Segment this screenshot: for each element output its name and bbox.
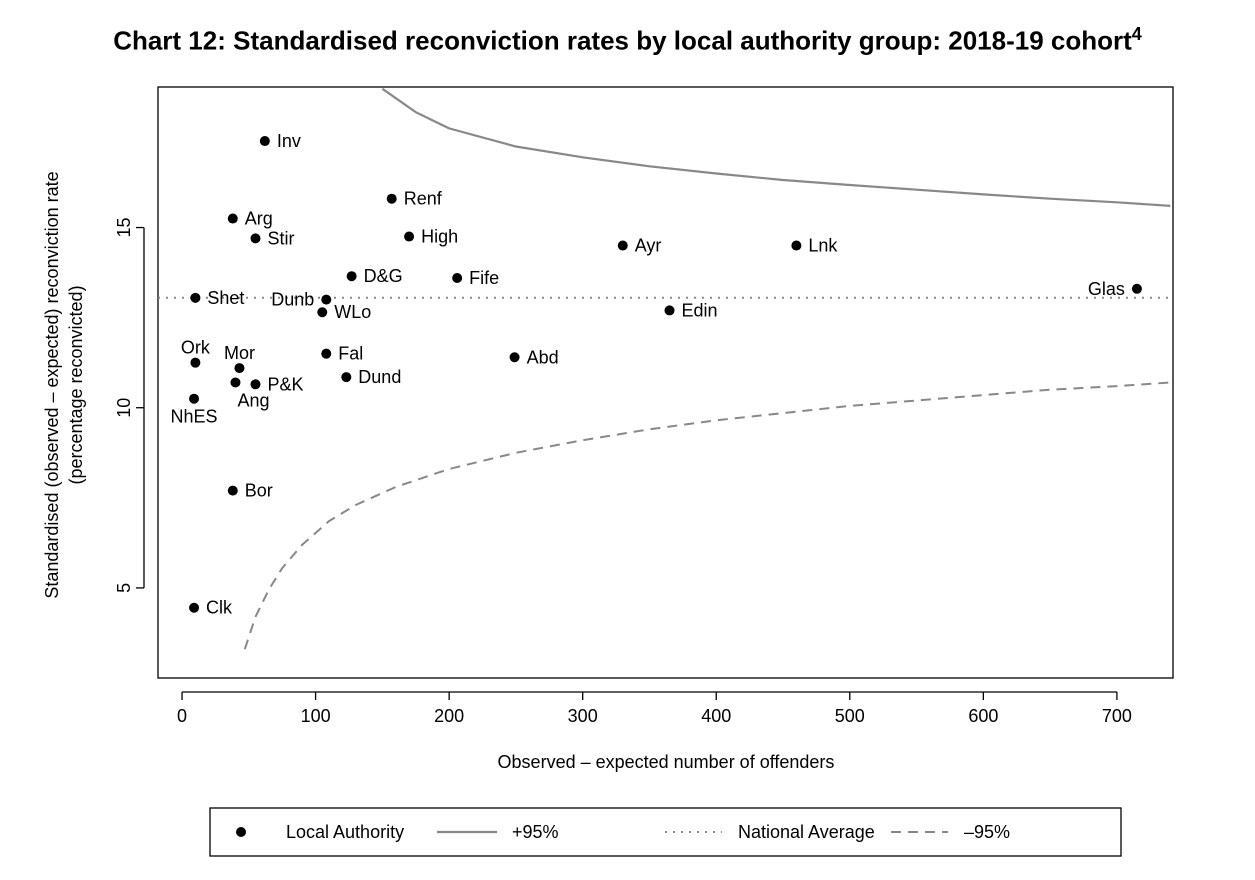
point-label: Renf — [404, 189, 443, 209]
point-label: Bor — [245, 481, 273, 501]
data-point — [1131, 283, 1142, 294]
data-point — [250, 233, 261, 244]
data-point — [189, 602, 200, 613]
data-point — [227, 213, 238, 224]
data-point — [250, 379, 261, 390]
series-layer — [158, 87, 1173, 650]
legend-box — [209, 807, 1122, 857]
x-tick-label: 400 — [701, 706, 731, 726]
data-point — [452, 272, 463, 283]
y-axis-label-line2: (percentage reconvicted) — [66, 285, 86, 484]
data-point — [190, 292, 201, 303]
point-label: Ork — [181, 338, 211, 358]
y-tick-label: 10 — [114, 398, 134, 418]
data-point — [791, 240, 802, 251]
legend: Local Authority +95% National Average –9… — [209, 807, 1122, 857]
point-label: Glas — [1088, 279, 1125, 299]
x-axis: 0 100 200 300 400 500 600 700 — [177, 691, 1132, 726]
point-label: Fal — [338, 344, 363, 364]
legend-label-plus95: +95% — [512, 822, 559, 842]
data-point — [259, 136, 270, 147]
x-tick-label: 500 — [835, 706, 865, 726]
point-label: NhES — [171, 407, 218, 427]
point-label: Mor — [224, 343, 255, 363]
point-label: P&K — [267, 374, 303, 394]
data-point — [346, 271, 357, 282]
point-label: Edin — [682, 300, 718, 320]
point-label: Dund — [358, 367, 401, 387]
chart-title: Chart 12: Standardised reconviction rate… — [0, 24, 1255, 57]
plot-frame — [157, 86, 1174, 679]
data-point — [404, 231, 415, 242]
x-tick-label: 100 — [301, 706, 331, 726]
point-label: Arg — [245, 209, 273, 229]
x-tick-label: 700 — [1102, 706, 1132, 726]
series-line-solid — [381, 87, 1171, 207]
point-label: High — [421, 227, 458, 247]
point-label: Clk — [206, 598, 233, 618]
point-label: Dunb — [271, 290, 314, 310]
point-label: Ayr — [635, 236, 662, 256]
y-tick-label: 5 — [114, 583, 134, 593]
point-label: Ang — [237, 391, 269, 411]
legend-point-symbol — [236, 827, 246, 837]
x-tick-label: 600 — [968, 706, 998, 726]
chart-title-superscript: 4 — [1131, 24, 1142, 44]
x-tick-label: 300 — [568, 706, 598, 726]
series-line-dashed — [243, 381, 1171, 650]
chart-title-text: Chart 12: Standardised reconviction rate… — [113, 25, 1132, 56]
point-label: D&G — [364, 266, 403, 286]
point-label: WLo — [334, 302, 371, 322]
data-point — [341, 372, 352, 383]
point-label: Stir — [267, 228, 294, 248]
data-point — [321, 348, 332, 359]
point-label: Lnk — [808, 236, 838, 256]
x-tick-label: 0 — [177, 706, 187, 726]
data-point — [386, 193, 397, 204]
legend-label-national-average: National Average — [738, 822, 875, 842]
data-point — [227, 485, 238, 496]
data-point — [230, 377, 241, 388]
y-axis: 5 10 15 — [114, 217, 145, 593]
data-point — [317, 307, 328, 318]
legend-label-minus95: –95% — [964, 822, 1010, 842]
point-label: Abd — [527, 347, 559, 367]
x-axis-label: Observed – expected number of offenders — [498, 752, 835, 772]
data-point — [321, 294, 332, 305]
data-point — [509, 352, 520, 363]
y-tick-label: 15 — [114, 217, 134, 237]
point-label: Fife — [469, 268, 499, 288]
data-point — [617, 240, 628, 251]
data-point — [189, 393, 200, 404]
data-point — [190, 357, 201, 368]
legend-label-local-authority: Local Authority — [286, 822, 404, 842]
x-tick-label: 200 — [434, 706, 464, 726]
point-label: Shet — [207, 288, 244, 308]
point-label: Inv — [277, 131, 301, 151]
data-point — [234, 363, 245, 374]
data-point — [664, 305, 675, 316]
y-axis-label-line1: Standardised (observed – expected) recon… — [42, 171, 62, 598]
